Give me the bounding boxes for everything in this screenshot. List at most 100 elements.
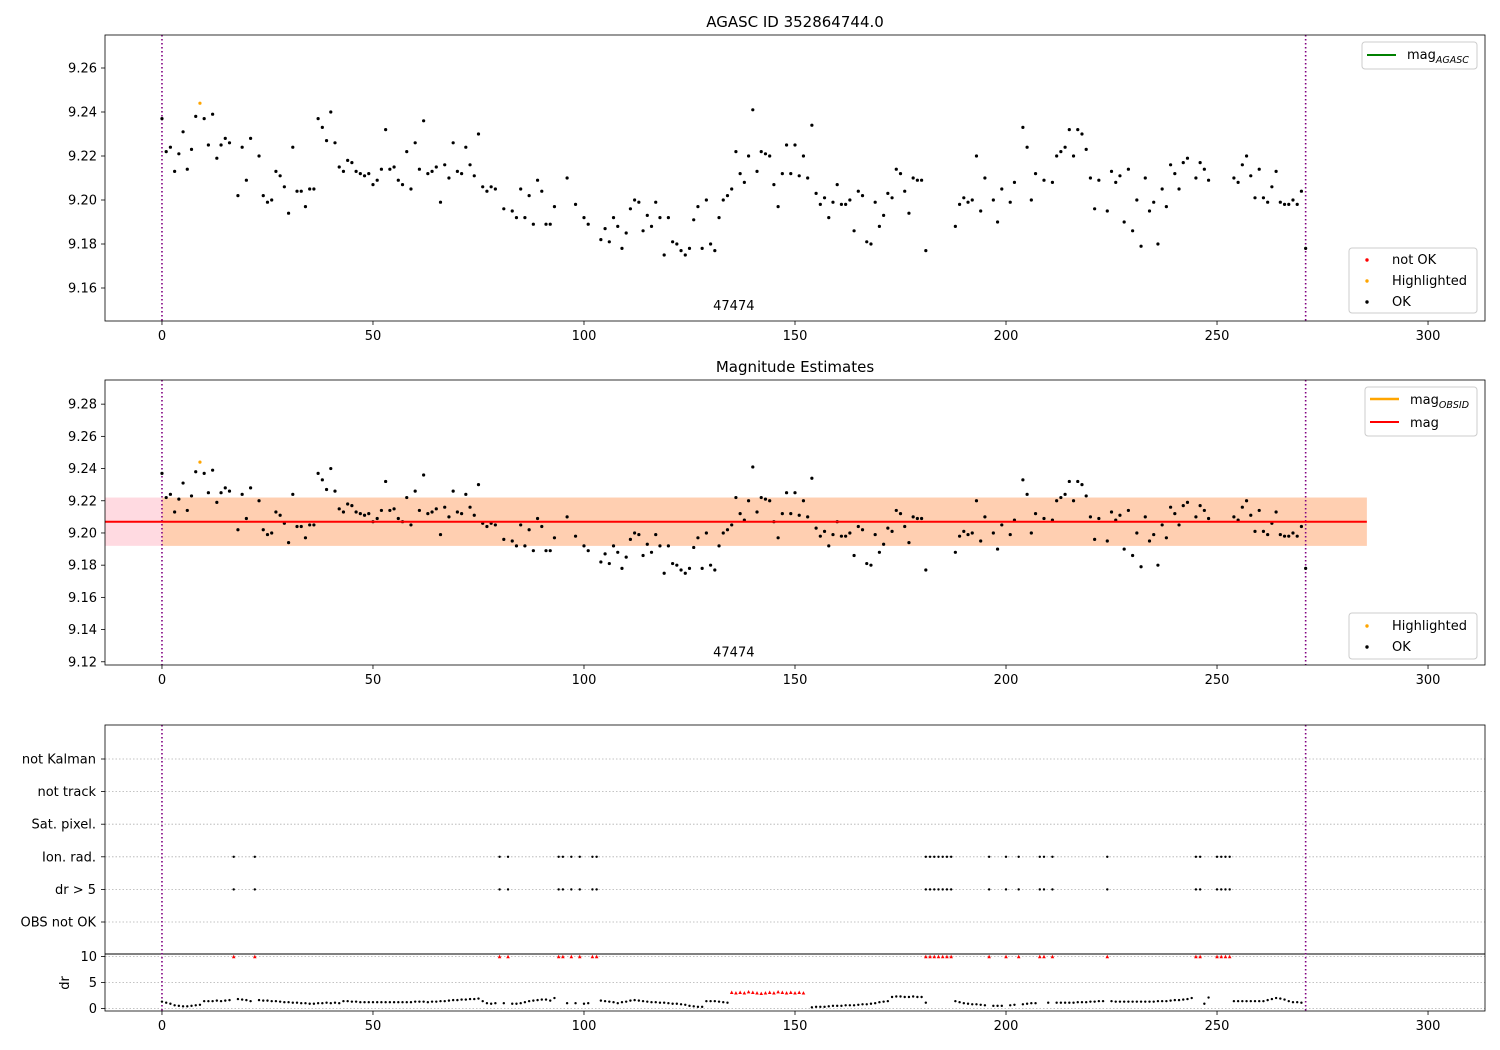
dr-point xyxy=(1270,997,1274,1001)
ok-point xyxy=(991,198,995,202)
dr-point xyxy=(367,1000,370,1004)
dr-point xyxy=(397,1000,400,1004)
ok-point xyxy=(388,167,392,171)
ok-point xyxy=(535,516,540,521)
dr-point xyxy=(1084,1000,1088,1004)
dr-point xyxy=(1047,1001,1050,1004)
flag-point xyxy=(1194,855,1198,858)
ok-swatch xyxy=(1365,645,1369,649)
x-tick-label: 250 xyxy=(1205,329,1230,344)
ok-point xyxy=(316,471,320,475)
ok-point xyxy=(375,516,379,521)
ok-point xyxy=(189,494,194,498)
dr-point xyxy=(861,1003,864,1006)
ok-point xyxy=(308,523,312,527)
dr-point xyxy=(646,1000,649,1003)
ok-point xyxy=(523,544,527,548)
dr-outlier-triangle xyxy=(801,991,806,995)
ok-point xyxy=(430,169,434,173)
ok-point xyxy=(185,508,189,513)
ok-point xyxy=(1118,174,1122,178)
ok-point xyxy=(1304,246,1308,250)
dr-outlier-triangle xyxy=(928,954,932,959)
ok-point xyxy=(308,187,312,191)
dr-point xyxy=(1144,1000,1147,1003)
x-tick-label: 250 xyxy=(1205,673,1230,688)
flag-point xyxy=(253,888,257,891)
ok-point xyxy=(392,165,396,169)
ok-point xyxy=(1160,187,1164,191)
ok-point xyxy=(962,196,966,200)
ok-point xyxy=(367,172,371,176)
ok-swatch xyxy=(1365,300,1369,304)
dr-point xyxy=(283,1000,286,1004)
ok-point xyxy=(329,466,333,471)
ok-point xyxy=(983,176,987,180)
dr-point xyxy=(354,1000,358,1003)
ok-point xyxy=(552,536,557,540)
ok-point xyxy=(780,512,784,516)
ok-point xyxy=(890,196,894,200)
ok-point xyxy=(1118,513,1122,517)
ok-point xyxy=(873,532,877,537)
ok-point xyxy=(974,154,979,158)
ok-point xyxy=(806,515,810,519)
dr-outlier-triangle xyxy=(1219,954,1224,959)
ok-point xyxy=(481,185,485,189)
ok-point xyxy=(687,246,692,250)
ok-point xyxy=(751,465,755,469)
dr-point xyxy=(1245,999,1248,1003)
ok-point xyxy=(1008,200,1012,204)
dr-outlier-triangle xyxy=(987,954,991,959)
dr-point xyxy=(392,1000,396,1004)
ok-point xyxy=(417,167,422,171)
dr-point xyxy=(882,1000,885,1003)
ok-point xyxy=(202,471,206,475)
magnitude-panel-title: Magnitude Estimates xyxy=(716,358,874,376)
dr-point xyxy=(430,1000,434,1003)
ok-point xyxy=(270,198,274,202)
ok-point xyxy=(898,512,903,516)
flag-point xyxy=(1106,888,1109,891)
ok-point xyxy=(426,512,430,516)
ok-point xyxy=(1164,536,1168,540)
dr-outlier-triangle xyxy=(577,954,582,959)
dr-point xyxy=(1169,999,1172,1002)
ok-point xyxy=(1025,492,1029,496)
ok-point xyxy=(257,499,261,503)
flag-point xyxy=(937,888,940,891)
ok-point xyxy=(953,550,957,554)
dr-outlier-triangle xyxy=(936,954,941,959)
x-tick-label: 200 xyxy=(994,1019,1019,1034)
svg-text:magAGASC: magAGASC xyxy=(1407,48,1469,66)
ok-point xyxy=(493,523,497,527)
ok-point xyxy=(628,537,633,542)
ok-point xyxy=(354,510,358,514)
ok-point xyxy=(645,542,649,546)
ok-point xyxy=(527,194,531,198)
flag-point xyxy=(570,888,573,891)
ok-point xyxy=(257,154,261,158)
dr-point xyxy=(426,1000,430,1004)
ok-point xyxy=(227,141,232,145)
flag-point xyxy=(591,855,594,858)
ok-point xyxy=(1084,494,1088,498)
agasc-line-legend-frame xyxy=(1361,41,1478,70)
ok-point xyxy=(270,531,274,535)
ok-point xyxy=(1071,499,1076,503)
dr-point xyxy=(194,1004,197,1007)
x-tick-label: 50 xyxy=(365,1019,382,1034)
dr-point xyxy=(409,1000,413,1004)
ok-point xyxy=(438,532,443,537)
ok-point xyxy=(1139,244,1143,248)
ok-point xyxy=(620,566,624,570)
dr-point xyxy=(536,998,539,1002)
dr-point xyxy=(1152,1000,1155,1003)
ok-point xyxy=(337,507,341,511)
dr-point xyxy=(1122,1000,1126,1003)
dr-point xyxy=(1089,1000,1092,1003)
ok-point xyxy=(957,202,962,206)
ok-point xyxy=(920,178,924,182)
ok-point xyxy=(426,172,430,176)
ok-point xyxy=(1067,128,1071,132)
